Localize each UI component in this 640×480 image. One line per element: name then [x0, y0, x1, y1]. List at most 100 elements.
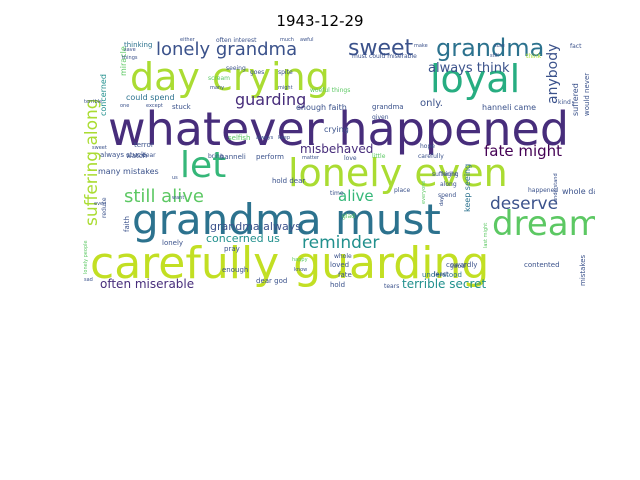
cloud-word: anybody [545, 43, 561, 104]
cloud-word: many mistakes [98, 167, 159, 176]
cloud-word: least [434, 271, 449, 278]
cloud-word: many [210, 85, 225, 91]
cloud-word: terrible [84, 99, 103, 105]
cloud-word: sad [84, 277, 93, 283]
cloud-word: happy [292, 257, 308, 263]
cloud-word: suffered [571, 83, 580, 116]
cloud-word: pray [224, 245, 240, 253]
cloud-word: dear [142, 152, 156, 159]
cloud-word: loyal [430, 57, 521, 101]
cloud-word: sweet [92, 145, 107, 151]
cloud-word: seeing [226, 65, 246, 72]
cloud-word: alive [338, 187, 374, 205]
cloud-word: lonely grandma [156, 39, 298, 60]
cloud-word: whole day [562, 187, 595, 196]
cloud-word: awful [300, 37, 314, 43]
cloud-word: grandma [436, 36, 545, 62]
cloud-word: make [414, 43, 428, 49]
cloud-word: could spend [126, 93, 175, 102]
cloud-word: dream [492, 204, 595, 244]
cloud-word: much [280, 37, 294, 43]
cloud-word: fact [570, 43, 582, 50]
cloud-word: hope [420, 143, 435, 150]
cloud-word: enough [222, 266, 249, 274]
cloud-word: deserve [490, 194, 559, 214]
cloud-word: lonely even [288, 151, 508, 195]
cloud-word: kind [558, 99, 571, 106]
cloud-word: fate might [484, 142, 563, 160]
cloud-word: concerned us [206, 232, 280, 245]
cloud-word: only. [420, 98, 443, 109]
cloud-word: watch [126, 152, 148, 160]
cloud-word: hanneli [220, 153, 246, 161]
cloud-word: sure [494, 43, 505, 49]
cloud-word: crying [324, 125, 349, 134]
cloud-word: us [172, 175, 178, 181]
cloud-word: place [394, 187, 411, 194]
cloud-word: hanneli came [482, 103, 537, 112]
cloud-word: let [180, 145, 227, 186]
cloud-word: either [180, 37, 195, 43]
cloud-word: goes [250, 69, 265, 76]
cloud-word: good [450, 263, 465, 270]
cloud-word: thinking [124, 41, 153, 49]
cloud-word: grandma always [210, 220, 301, 233]
cloud-word: selfish [228, 134, 251, 142]
cloud-word: everyone [421, 180, 427, 204]
cloud-word: still [490, 53, 499, 59]
cloud-word: always think [428, 61, 510, 76]
cloud-word: along [440, 181, 457, 188]
cloud-word: happened [528, 187, 559, 194]
cloud-word: keep [278, 135, 291, 141]
cloud-word: think [526, 53, 542, 60]
cloud-word: little [372, 153, 386, 160]
cloud-word: glad [342, 213, 355, 220]
cloud-word: spend [438, 192, 457, 199]
cloud-word: guarding [235, 90, 307, 109]
cloud-word: perform [256, 153, 284, 161]
cloud-word: lonely [162, 239, 184, 247]
cloud-word: suffering [432, 171, 459, 178]
cloud-word: terror [134, 141, 154, 149]
cloud-word: must could miserable [352, 53, 417, 60]
cloud-word: would never [583, 72, 591, 116]
cloud-word: always stuck [100, 151, 145, 159]
cloud-word: carefully [418, 153, 444, 160]
cloud-word: stuck [172, 103, 191, 111]
cloud-word: mistakes [579, 254, 587, 286]
cloud-word: given [372, 114, 389, 121]
cloud-word: contented [524, 261, 560, 269]
cloud-word: cowardly [446, 261, 478, 269]
cloud-word: terrible secret [402, 277, 487, 291]
cloud-word: keep seeing [463, 163, 472, 212]
cloud-word: except [146, 103, 163, 109]
cloud-word: still alive [124, 186, 204, 207]
cloud-word: save [124, 47, 136, 53]
cloud-word: fate [338, 271, 352, 279]
cloud-word: often interest [216, 37, 257, 44]
cloud-word: whole [334, 253, 352, 260]
cloud-word: night [442, 171, 458, 178]
cloud-word: last might [483, 222, 489, 248]
cloud-word: day crying [130, 55, 330, 99]
word-cloud: whatever happened carefully guarding grand… [80, 36, 595, 294]
cloud-word: might [278, 85, 293, 91]
cloud-word: bring [208, 153, 224, 160]
cloud-word: often miserable [100, 277, 195, 291]
cloud-word: hold dear [272, 177, 306, 185]
cloud-word: understand [553, 173, 559, 202]
cloud-word: hold [330, 281, 346, 289]
cloud-word: understood [422, 271, 462, 279]
cloud-word: enough faith [296, 103, 347, 112]
cloud-word: faith [123, 216, 131, 232]
cloud-word: dear god [256, 277, 288, 285]
cloud-word: tears [384, 283, 400, 290]
cloud-word: things [122, 55, 138, 61]
cloud-word: want [172, 195, 185, 201]
cloud-word: love [344, 155, 357, 162]
cloud-word: always [256, 135, 274, 141]
cloud-word: loved [330, 261, 350, 269]
cloud-word: lonely people [83, 240, 89, 274]
cloud-word: sweet [348, 36, 414, 61]
page-title: 1943-12-29 [276, 12, 364, 30]
